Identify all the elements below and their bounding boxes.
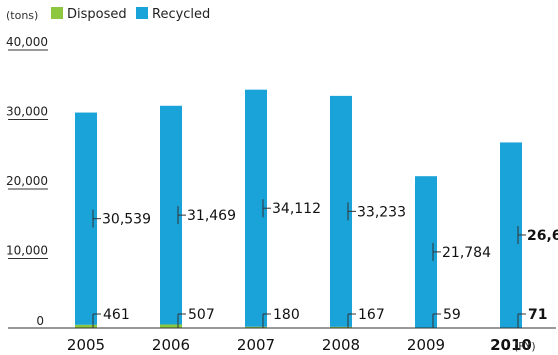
y-tick-label: 0: [36, 314, 44, 328]
bar-recycled: [330, 95, 352, 327]
y-tick-label: 20,000: [6, 174, 48, 188]
x-tick-label: 2007: [237, 336, 275, 354]
legend-swatch-disposed: [51, 7, 63, 19]
bar-disposed: [160, 324, 182, 328]
bar-recycled: [160, 105, 182, 325]
x-tick-label: 2008: [322, 336, 360, 354]
x-unit-label: (FY): [514, 340, 536, 353]
value-label-recycled: 34,112: [272, 201, 321, 217]
value-label-disposed: 59: [443, 307, 461, 323]
y-tick-label: 30,000: [6, 105, 48, 119]
value-label-disposed: 71: [528, 307, 547, 323]
x-tick-label: 2010: [490, 336, 532, 354]
bar-disposed: [75, 324, 97, 328]
bar-recycled: [245, 89, 267, 327]
bar-disposed: [245, 326, 267, 328]
bar-recycled: [75, 112, 97, 325]
value-label-recycled: 26,629: [527, 228, 558, 244]
value-label-disposed: 167: [358, 307, 385, 323]
x-tick-label: 2005: [67, 336, 105, 354]
value-label-recycled: 33,233: [357, 204, 406, 220]
x-axis: 2005 2006 2007 2008 2009 2010: [8, 327, 556, 354]
x-tick-label: 2009: [407, 336, 445, 354]
y-unit-label: (tons): [6, 9, 38, 22]
y-tick-label: 40,000: [6, 35, 48, 49]
value-label-disposed: 461: [103, 307, 130, 323]
value-label-recycled: 21,784: [442, 245, 491, 261]
bar-disposed: [330, 326, 352, 328]
y-tick-label: 10,000: [6, 244, 48, 258]
bars: 30,539 461 31,469 507 34,112 180 33,233 167 21,7…: [75, 89, 558, 328]
legend-label-recycled: Recycled: [152, 7, 210, 22]
bar-recycled: [415, 176, 437, 328]
legend-swatch-recycled: [136, 7, 148, 19]
value-label-disposed: 507: [188, 307, 215, 323]
value-label-recycled: 30,539: [102, 212, 151, 228]
y-axis: 0 10,000 20,000 30,000 40,000: [6, 35, 48, 328]
x-tick-label: 2006: [152, 336, 190, 354]
legend-label-disposed: Disposed: [67, 7, 127, 22]
legend: Disposed Recycled: [51, 7, 210, 22]
value-label-disposed: 180: [273, 307, 300, 323]
bar-recycled: [500, 142, 522, 328]
value-label-recycled: 31,469: [187, 208, 236, 224]
